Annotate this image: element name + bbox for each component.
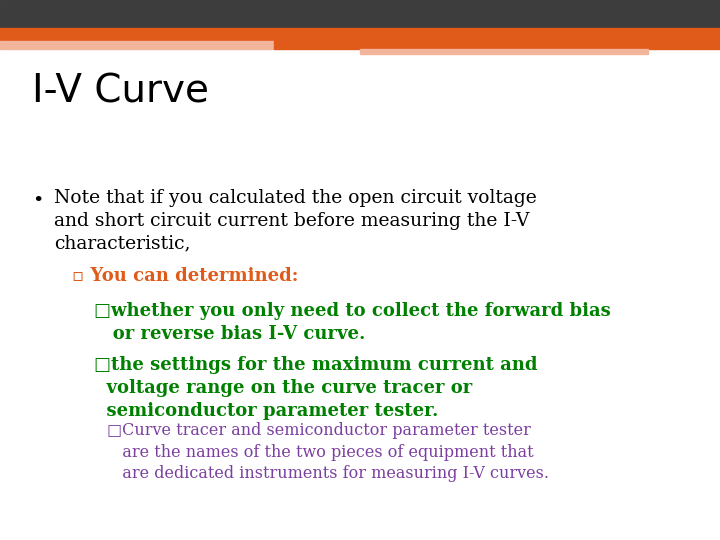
Text: •: • — [32, 192, 44, 210]
Bar — [274, 41, 720, 49]
Text: ▫ You can determined:: ▫ You can determined: — [72, 267, 298, 285]
Text: □the settings for the maximum current and
  voltage range on the curve tracer or: □the settings for the maximum current an… — [94, 356, 537, 420]
Bar — [0, 41, 274, 49]
Bar — [0, 0, 720, 28]
Bar — [360, 49, 648, 54]
Text: □whether you only need to collect the forward bias
   or reverse bias I-V curve.: □whether you only need to collect the fo… — [94, 302, 611, 343]
Text: □Curve tracer and semiconductor parameter tester
   are the names of the two pie: □Curve tracer and semiconductor paramete… — [107, 422, 549, 482]
Bar — [0, 28, 720, 41]
Text: Note that if you calculated the open circuit voltage
and short circuit current b: Note that if you calculated the open cir… — [54, 189, 536, 253]
Text: I-V Curve: I-V Curve — [32, 73, 210, 111]
